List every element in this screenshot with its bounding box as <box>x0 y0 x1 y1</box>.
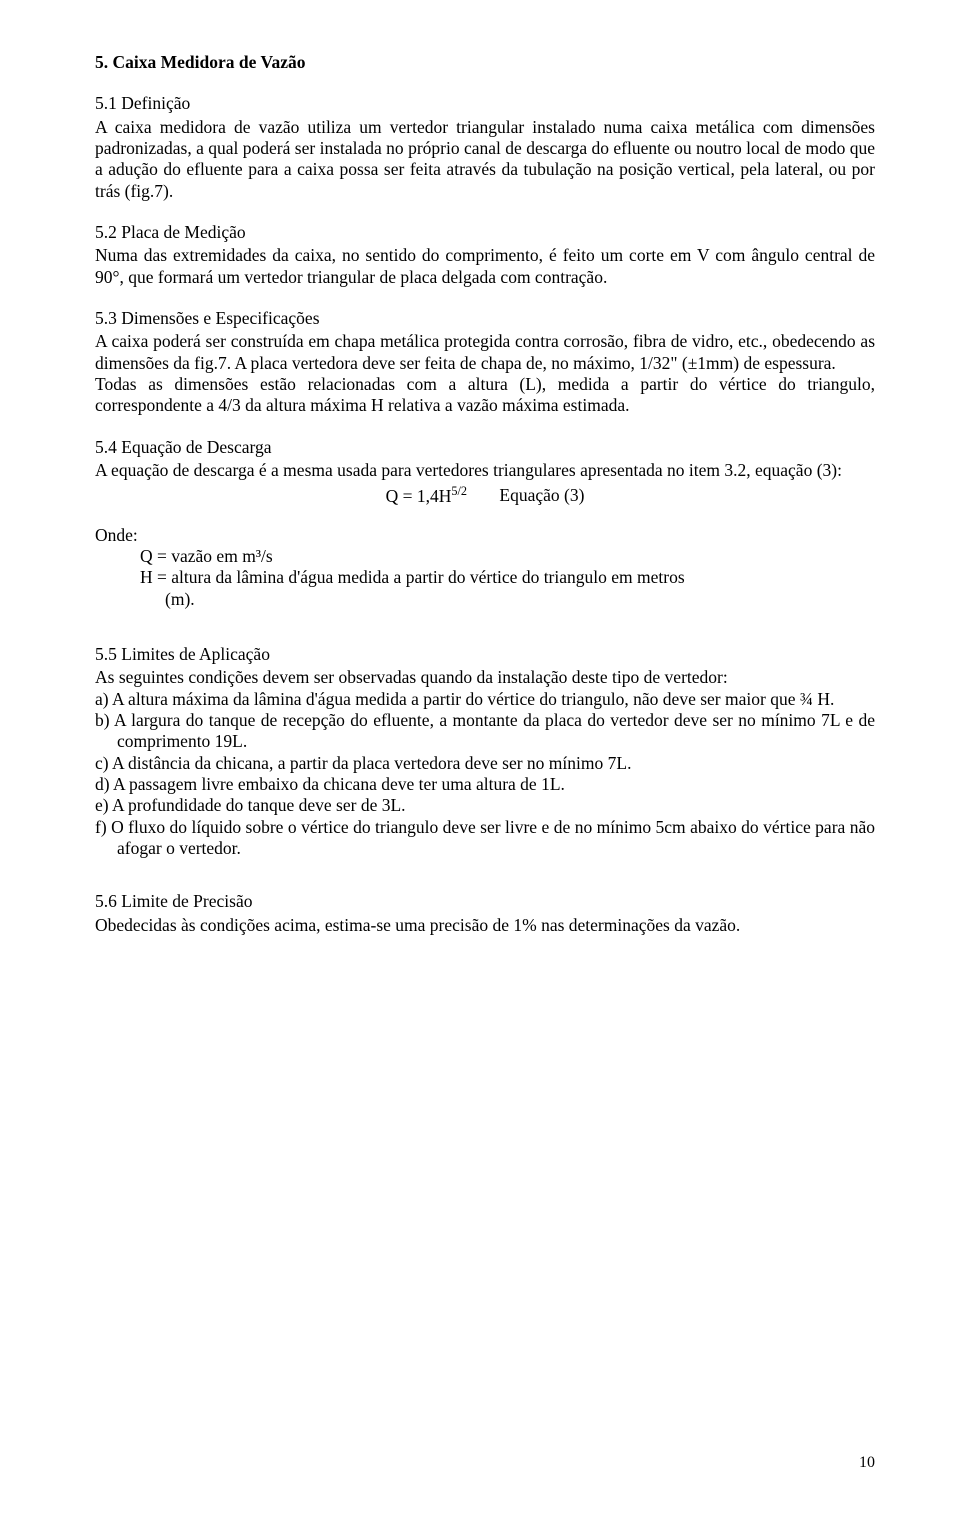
section-5-3-title: 5.3 Dimensões e Especificações <box>95 308 875 329</box>
section-5-1-body: A caixa medidora de vazão utiliza um ver… <box>95 117 875 202</box>
section-5-1-title: 5.1 Definição <box>95 93 875 114</box>
section-5-3-body-1: A caixa poderá ser construída em chapa m… <box>95 331 875 374</box>
onde-block: Onde: Q = vazão em m³/s H = altura da lâ… <box>95 525 875 610</box>
equation-label: Equação (3) <box>499 485 584 505</box>
section-5-4-title: 5.4 Equação de Descarga <box>95 437 875 458</box>
section-5-6-body: Obedecidas às condições acima, estima-se… <box>95 915 875 936</box>
equation-q: Q = 1,4H <box>386 485 452 505</box>
list-item-d: d) A passagem livre embaixo da chicana d… <box>95 774 875 795</box>
section-5-6-title: 5.6 Limite de Precisão <box>95 891 875 912</box>
onde-label: Onde: <box>95 525 875 546</box>
equation-3: Q = 1,4H5/2 Equação (3) <box>95 484 875 507</box>
list-item-c: c) A distância da chicana, a partir da p… <box>95 753 875 774</box>
section-5-3-body-2: Todas as dimensões estão relacionadas co… <box>95 374 875 417</box>
onde-q-line: Q = vazão em m³/s <box>95 546 875 567</box>
equation-exponent: 5/2 <box>451 484 467 498</box>
onde-h-line: H = altura da lâmina d'água medida a par… <box>95 567 875 588</box>
section-5-5-intro: As seguintes condições devem ser observa… <box>95 667 875 688</box>
list-item-b: b) A largura do tanque de recepção do ef… <box>95 710 875 753</box>
list-item-f: f) O fluxo do líquido sobre o vértice do… <box>95 817 875 860</box>
section-5-2-body: Numa das extremidades da caixa, no senti… <box>95 245 875 288</box>
page-number: 10 <box>859 1453 875 1473</box>
section-5-4-body: A equação de descarga é a mesma usada pa… <box>95 460 875 481</box>
section-5-5-title: 5.5 Limites de Aplicação <box>95 644 875 665</box>
list-item-a: a) A altura máxima da lâmina d'água medi… <box>95 689 875 710</box>
onde-h-line-2: (m). <box>95 589 875 610</box>
list-item-e: e) A profundidade do tanque deve ser de … <box>95 795 875 816</box>
section-5-2-title: 5.2 Placa de Medição <box>95 222 875 243</box>
section-5-heading: 5. Caixa Medidora de Vazão <box>95 52 875 73</box>
